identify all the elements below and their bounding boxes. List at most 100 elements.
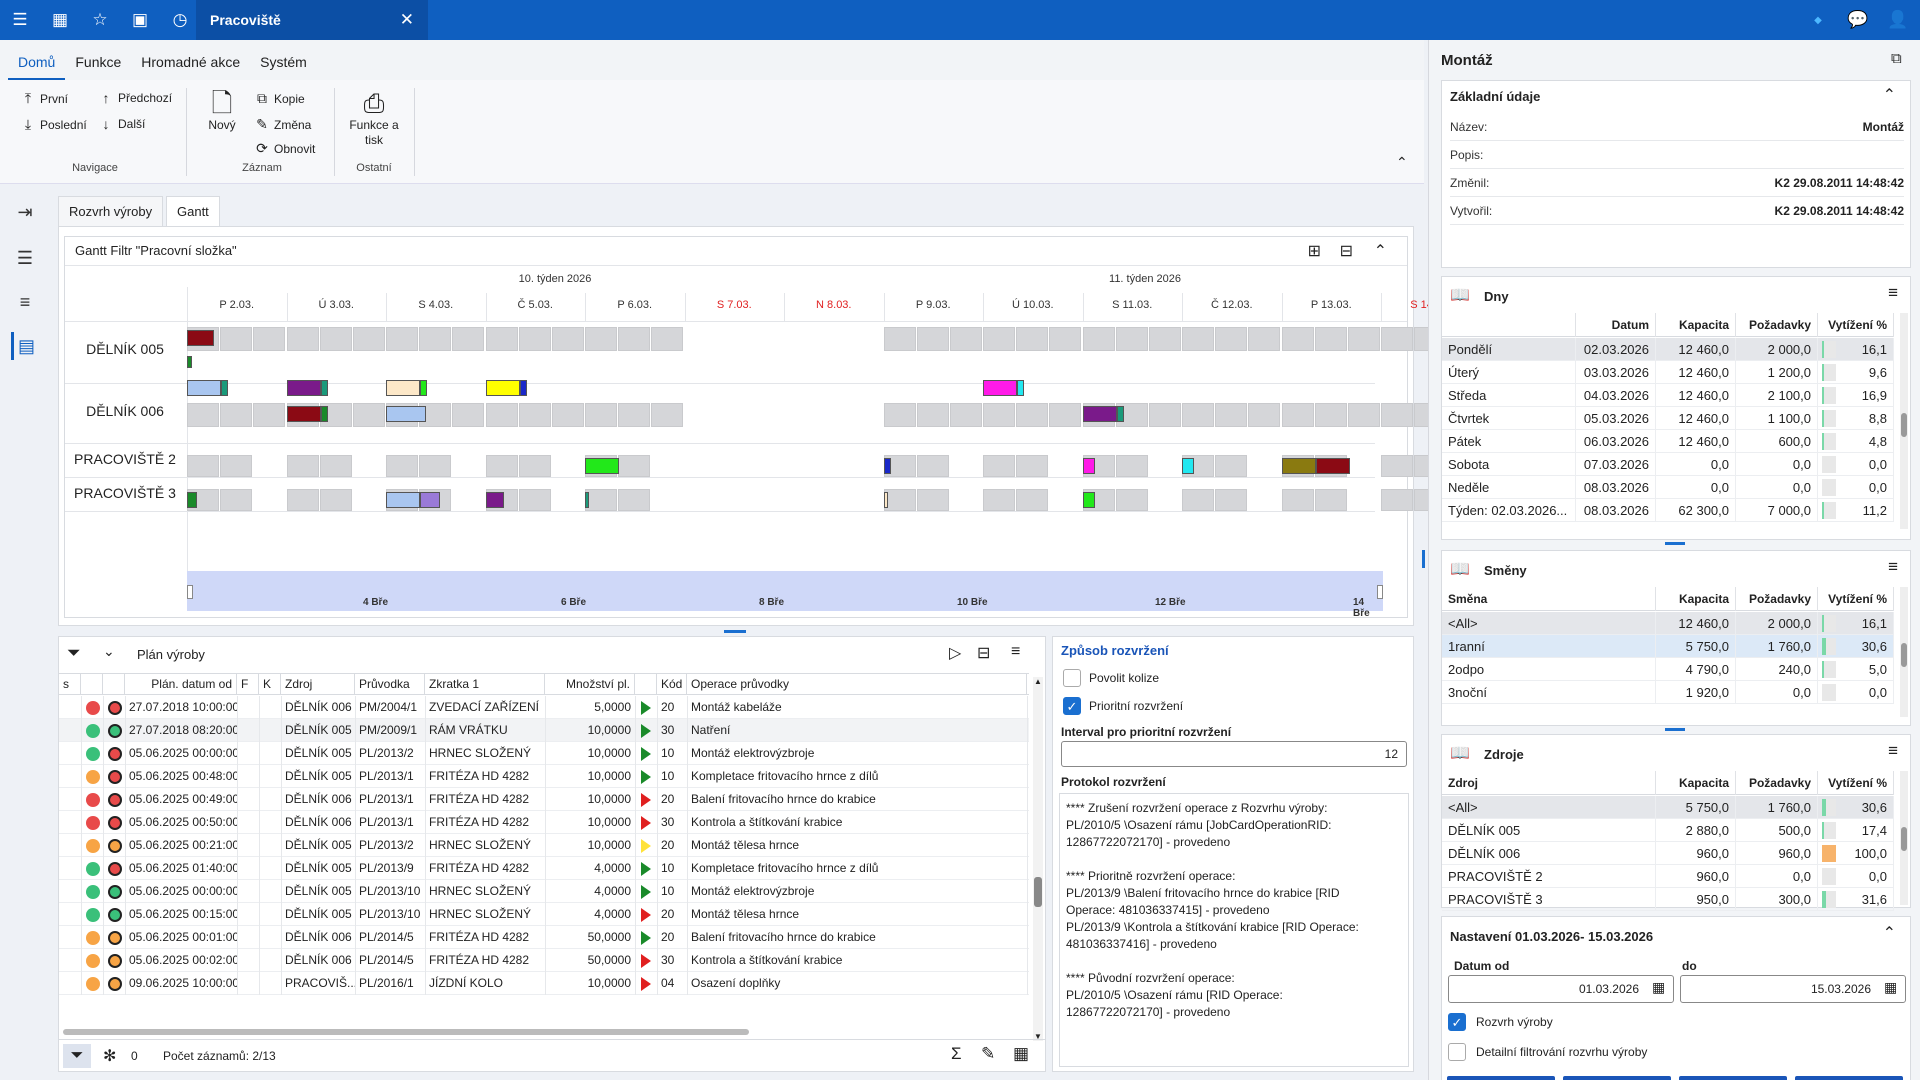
table-row[interactable]: 05.06.2025 01:40:00 DĚLNÍK 005 PL/2013/9 FR… bbox=[59, 857, 1029, 880]
copy-button[interactable]: ⧉ Kopie bbox=[254, 90, 305, 107]
menu-system[interactable]: Systém bbox=[260, 54, 307, 70]
gantt-cell[interactable] bbox=[452, 327, 484, 351]
table-row[interactable]: 05.06.2025 00:48:00 DĚLNÍK 005 PL/2013/1 FR… bbox=[59, 765, 1029, 788]
gantt-cell[interactable] bbox=[1148, 327, 1181, 351]
date-to-input[interactable]: 15.03.2026 bbox=[1680, 975, 1906, 1003]
schedule-icon[interactable]: ⊟ bbox=[977, 645, 991, 662]
gantt-cell[interactable] bbox=[585, 489, 617, 511]
gantt-bar[interactable] bbox=[320, 406, 328, 422]
star-icon[interactable]: ☆ bbox=[92, 10, 108, 29]
gantt-bar[interactable] bbox=[1281, 458, 1316, 474]
grid-header[interactable]: Zdroj bbox=[1442, 771, 1656, 795]
gantt-cell[interactable] bbox=[949, 327, 982, 351]
column-header[interactable]: Plán. datum od bbox=[125, 673, 237, 695]
gantt-cell[interactable] bbox=[1381, 403, 1413, 427]
grid-row[interactable]: <All> 12 460,0 2 000,0 16,1 bbox=[1442, 612, 1894, 635]
gantt-cell[interactable] bbox=[1182, 489, 1214, 511]
close-icon[interactable]: ✕ bbox=[399, 10, 414, 29]
calendar-icon[interactable]: ▦ bbox=[1884, 979, 1898, 995]
gantt-cell[interactable] bbox=[1049, 403, 1081, 427]
gantt-cell[interactable] bbox=[220, 327, 252, 351]
expand-all-icon[interactable]: ⊞ bbox=[1307, 243, 1321, 260]
gantt-cell[interactable] bbox=[1281, 403, 1314, 427]
gantt-cell[interactable] bbox=[1115, 327, 1148, 351]
range-1m-button[interactable]: 1m bbox=[1447, 1076, 1555, 1080]
calendar-icon[interactable]: ▦ bbox=[1652, 979, 1666, 995]
gantt-cell[interactable] bbox=[1281, 327, 1314, 351]
gantt-bar[interactable] bbox=[386, 380, 420, 396]
grid-row[interactable]: Čtvrtek 05.03.2026 12 460,0 1 100,0 8,8 bbox=[1442, 407, 1894, 430]
gantt-cell[interactable] bbox=[452, 403, 484, 427]
menu-hromadne-akce[interactable]: Hromadné akce bbox=[141, 54, 241, 70]
resources-scroll[interactable] bbox=[1900, 771, 1908, 905]
gantt-cell[interactable] bbox=[386, 327, 418, 351]
menu-icon[interactable]: ☰ bbox=[12, 10, 28, 29]
chevron-up-icon[interactable]: ⌃ bbox=[1373, 243, 1387, 260]
table-settings-icon[interactable]: ▦ bbox=[1013, 1044, 1030, 1063]
gantt-cell[interactable] bbox=[1347, 327, 1380, 351]
shifts-scroll[interactable] bbox=[1900, 587, 1908, 717]
gantt-cell[interactable] bbox=[187, 455, 219, 477]
play-icon[interactable]: ▷ bbox=[949, 645, 962, 662]
gantt-bar[interactable] bbox=[1116, 406, 1124, 422]
table-row[interactable]: 05.06.2025 00:15:00 DĚLNÍK 005 PL/2013/10 H… bbox=[59, 903, 1029, 926]
history-icon[interactable]: ◷ bbox=[172, 10, 188, 29]
gantt-bar[interactable] bbox=[585, 492, 589, 508]
gantt-cell[interactable] bbox=[1381, 327, 1413, 351]
gantt-bar[interactable] bbox=[187, 492, 197, 508]
grid-row[interactable]: Neděle 08.03.2026 0,0 0,0 0,0 bbox=[1442, 476, 1894, 499]
grid-row[interactable]: PRACOVIŠTĚ 2 960,0 0,0 0,0 bbox=[1442, 865, 1894, 888]
grid-header[interactable]: Vytížení % bbox=[1818, 587, 1894, 611]
gantt-cell[interactable] bbox=[1314, 327, 1347, 351]
allow-collision-checkbox[interactable] bbox=[1063, 669, 1081, 687]
gantt-cell[interactable] bbox=[1381, 455, 1413, 477]
last-button[interactable]: ⤓ Poslední bbox=[20, 116, 87, 133]
grid-row[interactable]: 3noční 1 920,0 0,0 0,0 bbox=[1442, 681, 1894, 704]
gantt-cell[interactable] bbox=[1016, 403, 1048, 427]
gantt-cell[interactable] bbox=[1115, 489, 1148, 511]
gantt-cell[interactable] bbox=[1182, 403, 1214, 427]
gantt-cell[interactable] bbox=[983, 403, 1015, 427]
table-row[interactable]: 27.07.2018 10:00:00 DĚLNÍK 006 PM/2004/1 ZV… bbox=[59, 696, 1029, 719]
gantt-cell[interactable] bbox=[1215, 403, 1247, 427]
gantt-cell[interactable] bbox=[618, 489, 650, 511]
gantt-bar[interactable] bbox=[320, 380, 328, 396]
gantt-cell[interactable] bbox=[319, 327, 352, 351]
gantt-cell[interactable] bbox=[618, 455, 650, 477]
grid-row[interactable]: DĚLNÍK 006 960,0 960,0 100,0 bbox=[1442, 842, 1894, 865]
grid-header[interactable]: Vytížení % bbox=[1818, 313, 1894, 337]
gantt-cell[interactable] bbox=[983, 489, 1015, 511]
gantt-cell[interactable] bbox=[1215, 455, 1247, 477]
grid-row[interactable]: <All> 5 750,0 1 760,0 30,6 bbox=[1442, 796, 1894, 819]
column-header[interactable] bbox=[81, 673, 103, 695]
notify-dot-icon[interactable]: ◆ bbox=[1814, 14, 1822, 26]
table-row[interactable]: 27.07.2018 08:20:00 DĚLNÍK 005 PM/2009/1 RÁ… bbox=[59, 719, 1029, 742]
gantt-cell[interactable] bbox=[1381, 489, 1413, 511]
first-button[interactable]: ⤒ První bbox=[20, 90, 68, 107]
gantt-cell[interactable] bbox=[419, 327, 451, 351]
gantt-cell[interactable] bbox=[485, 455, 518, 477]
gantt-cell[interactable] bbox=[651, 403, 683, 427]
protocol-textarea[interactable]: **** Zrušení rozvržení operace z Rozvrhu… bbox=[1059, 793, 1409, 1067]
gantt-cell[interactable] bbox=[883, 489, 916, 511]
splitter-handle[interactable] bbox=[1665, 542, 1685, 545]
gantt-cell[interactable] bbox=[585, 403, 617, 427]
gantt-overview-scroller[interactable]: 4 Bře 6 Bře 8 Bře 10 Bře 12 Bře 14 Bře bbox=[187, 571, 1383, 619]
grid-header[interactable]: Kapacita bbox=[1656, 771, 1736, 795]
grid-header[interactable]: Kapacita bbox=[1656, 313, 1736, 337]
table-row[interactable]: 05.06.2025 00:21:00 DĚLNÍK 005 PL/2013/2 HR… bbox=[59, 834, 1029, 857]
gantt-bar[interactable] bbox=[1182, 458, 1194, 474]
gantt-bar[interactable] bbox=[386, 492, 420, 508]
grid-header[interactable] bbox=[1442, 313, 1576, 337]
column-header[interactable]: s bbox=[59, 673, 81, 695]
gantt-bar[interactable] bbox=[983, 380, 1017, 396]
gantt-bar[interactable] bbox=[485, 492, 504, 508]
table-row[interactable]: 05.06.2025 00:01:00 DĚLNÍK 006 PL/2014/5 FR… bbox=[59, 926, 1029, 949]
gantt-cell[interactable] bbox=[1016, 327, 1048, 351]
column-header[interactable]: Zkratka 1 bbox=[425, 673, 545, 695]
column-header[interactable]: K bbox=[259, 673, 281, 695]
gantt-cell[interactable] bbox=[319, 455, 352, 477]
gantt-cell[interactable] bbox=[883, 327, 916, 351]
gantt-cell[interactable] bbox=[1314, 403, 1347, 427]
gantt-cell[interactable] bbox=[319, 489, 352, 511]
